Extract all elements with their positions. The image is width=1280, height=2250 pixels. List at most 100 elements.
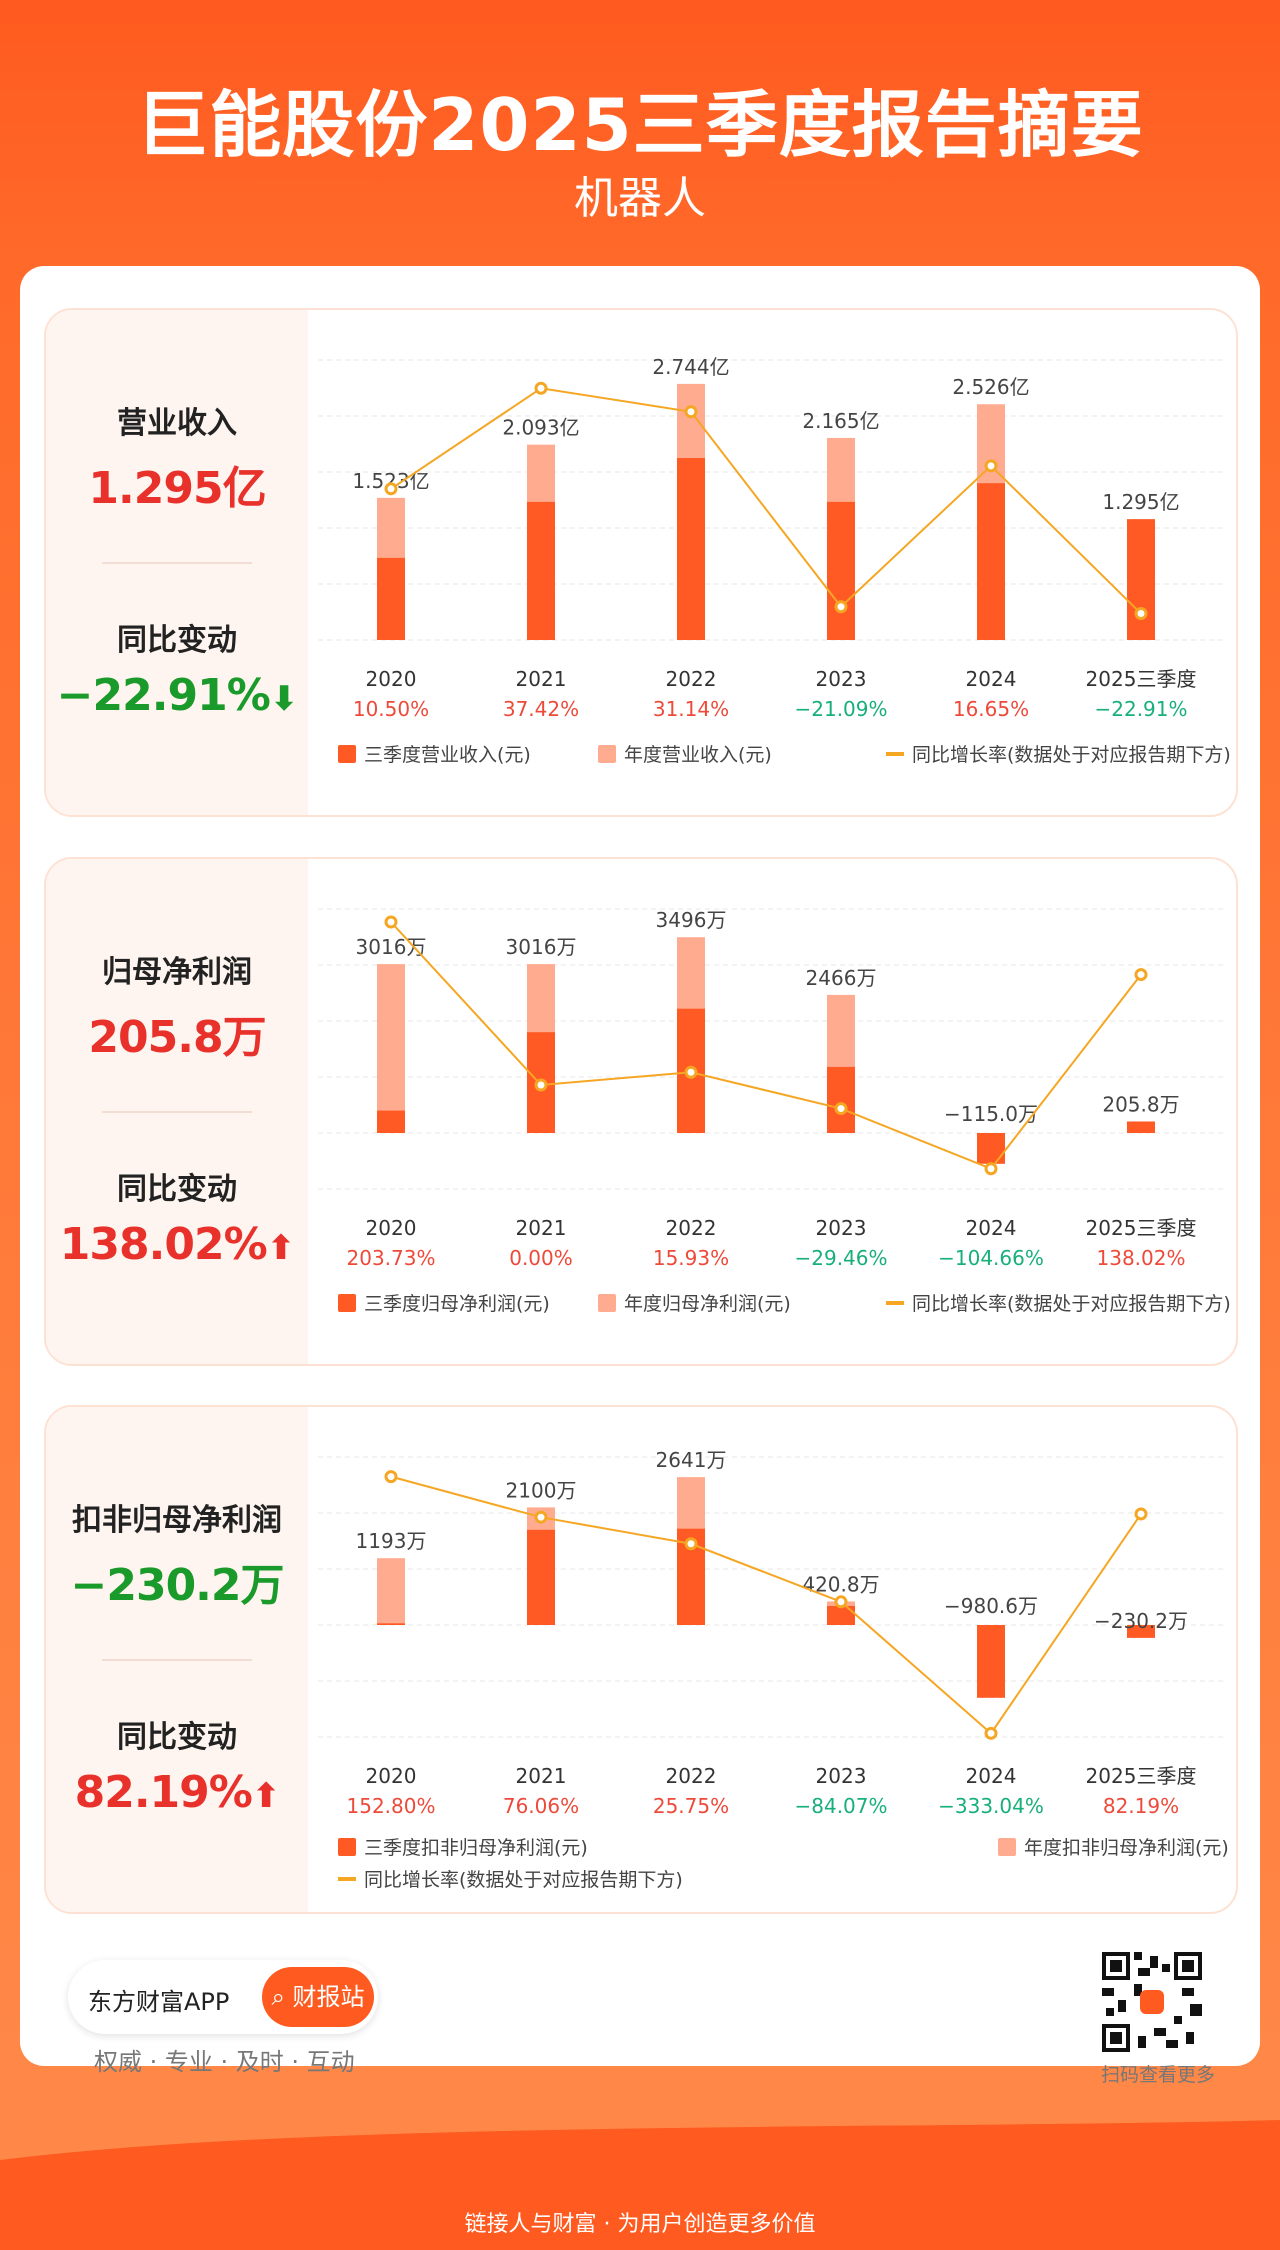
category-label: 2023: [816, 667, 867, 691]
qr-code[interactable]: [1102, 1952, 1202, 2052]
bar-value-label: 2466万: [806, 966, 877, 990]
change-label: 同比变动: [117, 1720, 237, 1755]
bar-value-label: 420.8万: [802, 1572, 879, 1596]
growth-point: [984, 459, 998, 473]
growth-point: [1134, 968, 1148, 982]
divider: [102, 1659, 252, 1661]
revenue-chart: 1.523亿202010.50%2.093亿202137.42%2.744亿20…: [318, 355, 1231, 766]
bottom-slogan: 链接人与财富 · 为用户创造更多价值: [464, 2212, 816, 2237]
category-label: 2022: [666, 1764, 717, 1788]
growth-line: [390, 1475, 1142, 1735]
bar-value-label: −115.0万: [944, 1102, 1038, 1126]
bar-value-label: 2641万: [656, 1448, 727, 1472]
arrow-up-icon: ⬆: [266, 1228, 295, 1268]
app-name: 东方财富APP: [88, 1988, 230, 2016]
growth-point: [684, 1537, 698, 1551]
growth-label: −84.07%: [794, 1794, 887, 1818]
category-label: 2024: [966, 1764, 1017, 1788]
q3-bar: [977, 1133, 1005, 1164]
change-value-text: 138.02%: [59, 1219, 268, 1270]
bar-value-label: 2.526亿: [952, 375, 1029, 399]
q3-bar: [527, 501, 555, 640]
legend-swatch: [338, 1294, 356, 1312]
report-station-button[interactable]: ⌕ 财报站: [262, 1967, 374, 2027]
bar-value-label: −980.6万: [944, 1594, 1038, 1618]
q3-bar: [377, 1110, 405, 1133]
growth-point: [1134, 1507, 1148, 1521]
deducted-profit-chart: 1193万 2020 152.80% 2100万 2021 76.06% 2641万 2022…: [318, 1448, 1229, 1891]
q3-bar: [1127, 1625, 1155, 1638]
growth-point: [684, 405, 698, 419]
bar-value-label: 3016万: [356, 935, 427, 959]
category-label: 2020: [366, 1764, 417, 1788]
growth-label: 10.50%: [353, 697, 429, 721]
metric-label: 营业收入: [117, 406, 237, 441]
growth-point: [834, 1102, 848, 1116]
category-label: 2022: [666, 667, 717, 691]
growth-label: 82.19%: [1103, 1794, 1179, 1818]
growth-label: 76.06%: [503, 1794, 579, 1818]
q3-bar: [977, 1625, 1005, 1698]
q3-bar: [977, 483, 1005, 640]
change-value-text: −22.91%: [56, 670, 271, 721]
growth-point: [1134, 607, 1148, 621]
growth-label: −29.46%: [794, 1246, 887, 1270]
change-label: 同比变动: [117, 623, 237, 658]
page-subtitle: 机器人: [574, 173, 706, 224]
category-label: 2025三季度: [1086, 1216, 1197, 1240]
legend-swatch: [998, 1838, 1016, 1856]
net-profit-summary: 归母净利润 205.8万 同比变动 138.02%⬆: [46, 859, 308, 1364]
bottom-wave: [0, 2120, 1280, 2250]
change-value: 138.02%⬆: [46, 1219, 308, 1270]
category-label: 2021: [516, 667, 567, 691]
app-search-pill[interactable]: 东方财富APP ⌕ 财报站: [68, 1960, 378, 2034]
q3-bar: [827, 1066, 855, 1133]
growth-point: [534, 381, 548, 395]
growth-label: 152.80%: [347, 1794, 436, 1818]
bar-value-label: −230.2万: [1094, 1609, 1188, 1633]
bar-value-label: 2.165亿: [802, 409, 879, 433]
growth-point: [384, 915, 398, 929]
growth-point: [984, 1162, 998, 1176]
category-label: 2021: [516, 1764, 567, 1788]
q3-bar: [827, 501, 855, 640]
legend-swatch: [598, 745, 616, 763]
metric-value: 1.295亿: [88, 463, 266, 514]
bar-value-label: 205.8万: [1102, 1092, 1179, 1116]
legend-label: 年度扣非归母净利润(元): [1024, 1837, 1229, 1859]
growth-label: 138.02%: [1097, 1246, 1186, 1270]
legend-swatch: [598, 1294, 616, 1312]
growth-point: [534, 1078, 548, 1092]
deducted-profit-summary: 扣非归母净利润 −230.2万 同比变动 82.19%⬆: [46, 1407, 308, 1912]
change-value: −22.91%⬇: [46, 670, 308, 721]
net-profit-chart: 3016万 2020 203.73% 3016万 2021 0.00% 3496万 2022 1…: [318, 908, 1231, 1315]
legend-label: 同比增长率(数据处于对应报告期下方): [364, 1869, 683, 1891]
category-label: 2022: [666, 1216, 717, 1240]
growth-point: [384, 482, 398, 496]
growth-point: [834, 600, 848, 614]
legend-label: 年度归母净利润(元): [624, 1293, 791, 1315]
legend-label: 年度营业收入(元): [624, 744, 772, 766]
q3-bar: [1127, 1121, 1155, 1133]
q3-bar: [677, 458, 705, 640]
category-label: 2025三季度: [1086, 1764, 1197, 1788]
search-icon: ⌕: [271, 1983, 285, 2011]
metric-value: −230.2万: [70, 1560, 284, 1611]
growth-label: −333.04%: [938, 1794, 1044, 1818]
bar-value-label: 3496万: [656, 908, 727, 932]
category-label: 2024: [966, 667, 1017, 691]
growth-point: [834, 1595, 848, 1609]
bar-value-label: 2.744亿: [652, 355, 729, 379]
divider: [102, 1111, 252, 1113]
category-label: 2025三季度: [1086, 667, 1197, 691]
divider: [102, 562, 252, 564]
legend-line-swatch: [886, 752, 904, 756]
bar-value-label: 1193万: [356, 1529, 427, 1553]
growth-label: 15.93%: [653, 1246, 729, 1270]
category-label: 2020: [366, 667, 417, 691]
report-station-label: 财报站: [292, 1983, 365, 2011]
qr-caption: 扫码查看更多: [1100, 2064, 1215, 2086]
legend-label: 同比增长率(数据处于对应报告期下方): [912, 744, 1231, 766]
growth-label: 25.75%: [653, 1794, 729, 1818]
q3-bar: [527, 1529, 555, 1625]
